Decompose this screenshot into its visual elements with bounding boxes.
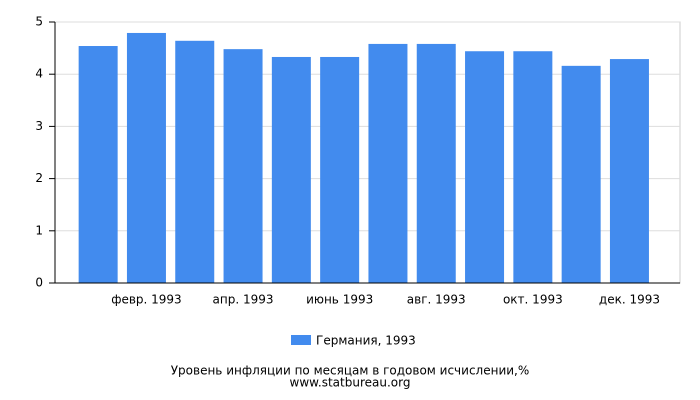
chart-title: Уровень инфляции по месяцам в годовом ис… (171, 364, 530, 378)
y-tick-label: 4 (35, 67, 43, 81)
x-tick-label: июнь 1993 (306, 293, 373, 307)
bar (416, 43, 456, 284)
x-tick-label: февр. 1993 (111, 293, 182, 307)
y-tick-label: 1 (35, 223, 43, 237)
bar (175, 40, 215, 284)
y-tick-label: 3 (35, 119, 43, 133)
bar (320, 56, 360, 283)
bar (465, 51, 505, 284)
y-tick-label: 5 (35, 15, 43, 29)
bar (126, 32, 166, 283)
legend-label: Германия, 1993 (316, 334, 416, 348)
y-tick-label: 2 (35, 171, 43, 185)
bar (513, 51, 553, 284)
bar (271, 56, 311, 283)
x-tick-label: авг. 1993 (407, 293, 466, 307)
x-tick-label: окт. 1993 (503, 293, 563, 307)
legend-swatch (291, 335, 311, 345)
bar (78, 46, 118, 284)
x-tick-label: апр. 1993 (213, 293, 274, 307)
bar (368, 43, 408, 284)
bar (223, 49, 263, 284)
bar (561, 65, 601, 284)
x-tick-label: дек. 1993 (599, 293, 660, 307)
bar (609, 59, 649, 284)
y-tick-label: 0 (35, 276, 43, 290)
chart-subtitle: www.statbureau.org (290, 376, 411, 390)
